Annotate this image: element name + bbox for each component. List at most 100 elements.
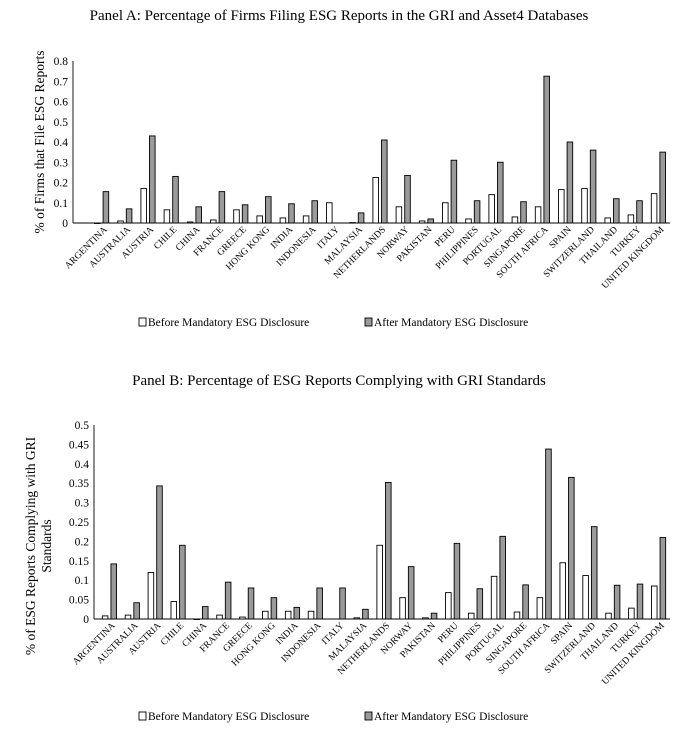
panel-b-bar-before-malaysia xyxy=(353,617,361,620)
panel-b-y-axis-label-line: Standards xyxy=(39,519,54,572)
panel-a-bar-after-norway xyxy=(404,174,411,224)
panel-b-legend-label-after: After Mandatory ESG Disclosure xyxy=(374,711,528,723)
panel-b-bar-after-france xyxy=(224,581,232,620)
panel-a-y-tick-label: 0 xyxy=(62,218,68,230)
panel-a-bar-before-united-kingdom xyxy=(650,193,658,224)
panel-b-bar-after-spain xyxy=(568,476,575,620)
panel-a-bar-before-china xyxy=(186,221,194,224)
panel-a-bar-before-spain xyxy=(558,189,565,224)
panel-a-bar-before-portugal xyxy=(488,194,495,224)
panel-a-bar-after-spain xyxy=(566,141,574,224)
panel-b-bar-after-thailand xyxy=(613,584,621,620)
panel-a-legend: Before Mandatory ESG Disclosure After Man… xyxy=(138,317,528,329)
panel-b-bar-after-portugal xyxy=(499,535,506,620)
panel-a-bar-after-hong-kong xyxy=(265,196,272,224)
panel-b-bar-after-switzerland xyxy=(590,526,598,620)
panel-b-y-tick-label: 0.25 xyxy=(69,517,89,529)
panel-b-bar-before-france xyxy=(216,614,223,620)
panel-b-bar-after-india xyxy=(293,606,301,620)
panel-b-legend-swatch-after xyxy=(364,711,373,721)
panel-a-y-tick-label: 0.1 xyxy=(54,198,69,210)
panel-b-legend-swatch-before xyxy=(138,711,147,721)
panel-b-bar-before-spain xyxy=(559,562,566,620)
panel-b-bar-before-chile xyxy=(170,601,178,620)
panel-b-bar-before-singapore xyxy=(513,611,521,620)
panel-a-bar-before-hong-kong xyxy=(256,215,263,224)
panel-a-legend-swatch-before xyxy=(138,317,147,327)
panel-b-bar-before-turkey xyxy=(628,607,635,620)
panel-a-bar-after-malaysia xyxy=(357,212,365,224)
panel-a-title: Panel A: Percentage of Firms Filing ESG … xyxy=(90,8,589,24)
panel-a-bar-before-malaysia xyxy=(349,222,356,224)
panel-b-bar-before-greece xyxy=(239,616,246,620)
panel-a-y-tick-label: 0.7 xyxy=(54,76,69,88)
panel-b-bar-after-argentina xyxy=(110,563,117,620)
panel-b-bar-after-australia xyxy=(133,602,140,620)
panel-b-bar-after-malaysia xyxy=(362,608,369,620)
panel-b-y-tick-label: 0.45 xyxy=(69,439,89,451)
panel-a-bar-before-philippines xyxy=(465,218,472,224)
panel-a-bar-before-pakistan xyxy=(418,220,426,224)
panel-a-bar-after-south-africa xyxy=(543,75,550,224)
panel-a-bar-before-greece xyxy=(233,209,240,224)
panel-b-y-axis-label-line: % of ESG Reports Complying with GRI xyxy=(23,436,38,655)
panel-b-bar-after-pakistan xyxy=(430,612,438,620)
panel-b-bar-before-philippines xyxy=(467,612,475,620)
panel-a-bar-after-china xyxy=(195,206,202,224)
panel-a-bar-before-austria xyxy=(140,188,147,224)
panel-a-bar-after-greece xyxy=(241,204,249,224)
panel-a-bar-after-thailand xyxy=(613,198,620,224)
panel-b-bar-before-netherlands xyxy=(376,544,383,620)
panel-b-bar-after-italy xyxy=(339,587,346,620)
panel-a-bar-after-argentina xyxy=(102,191,110,224)
panel-a-bar-before-switzerland xyxy=(581,188,588,224)
panel-b-bar-before-indonesia xyxy=(307,610,315,620)
panel-b-bar-after-austria xyxy=(156,485,163,620)
panel-b-bar-before-pakistan xyxy=(422,617,429,620)
panel-b-bar-after-peru xyxy=(453,542,461,620)
panel-a-bar-before-thailand xyxy=(604,217,611,224)
panel-b-bar-before-australia xyxy=(124,614,132,620)
panel-a-y-tick-label: 0.5 xyxy=(54,117,69,129)
panel-b-y-tick-label: 0.15 xyxy=(69,556,89,568)
panel-a-bar-before-france xyxy=(210,219,217,224)
panel-a-bar-after-austria xyxy=(149,135,156,224)
panel-b-legend: Before Mandatory ESG Disclosure After Man… xyxy=(138,711,528,723)
panel-a-bar-after-philippines xyxy=(473,200,481,224)
panel-b-legend-label-before: Before Mandatory ESG Disclosure xyxy=(148,711,309,723)
panel-b-bar-after-greece xyxy=(247,587,255,620)
panel-a-y-tick-label: 0.4 xyxy=(54,137,69,149)
panel-a-bar-after-united-kingdom xyxy=(659,151,666,224)
panel-b-bar-before-south-africa xyxy=(536,597,544,620)
panel-b-bar-after-norway xyxy=(407,566,415,620)
panel-b-bar-after-singapore xyxy=(522,584,529,620)
panel-b-y-tick-label: 0.3 xyxy=(75,498,90,510)
panel-a-bar-before-netherlands xyxy=(372,176,379,224)
panel-b-bar-after-indonesia xyxy=(316,587,323,620)
panel-a-bar-after-netherlands xyxy=(381,139,388,224)
panel-b-y-tick-label: 0.1 xyxy=(75,575,90,587)
panel-b-bar-after-south-africa xyxy=(545,448,552,620)
panel-b-bar-before-thailand xyxy=(605,612,612,620)
panel-a-bar-before-india xyxy=(279,217,287,224)
panel-a-chart: Panel A: Percentage of Firms Filing ESG … xyxy=(32,8,670,329)
panel-b-title: Panel B: Percentage of ESG Reports Compl… xyxy=(132,373,546,389)
panel-b-bar-after-hong-kong xyxy=(270,597,278,620)
panel-a-legend-swatch-after xyxy=(364,317,373,327)
panel-a-bar-before-singapore xyxy=(511,216,519,224)
panel-b-y-tick-label: 0 xyxy=(83,614,89,626)
panel-b-bar-after-united-kingdom xyxy=(659,537,667,620)
panel-a-bar-before-turkey xyxy=(627,214,635,224)
panel-a-bar-before-italy xyxy=(326,202,333,224)
panel-b-y-axis-label: % of ESG Reports Complying with GRIStand… xyxy=(23,436,54,655)
panel-b-bar-after-turkey xyxy=(636,583,644,620)
panel-a-bar-before-south-africa xyxy=(534,206,542,224)
panel-a-bar-after-singapore xyxy=(520,201,527,224)
panel-b-y-tick-label: 0.4 xyxy=(75,459,90,471)
panel-b-bar-before-portugal xyxy=(490,575,498,620)
panel-b-bar-after-philippines xyxy=(476,588,484,620)
panel-b-bar-before-austria xyxy=(147,571,155,620)
panel-b-y-tick-label: 0.2 xyxy=(75,536,90,548)
panel-a-bar-after-pakistan xyxy=(427,218,434,224)
